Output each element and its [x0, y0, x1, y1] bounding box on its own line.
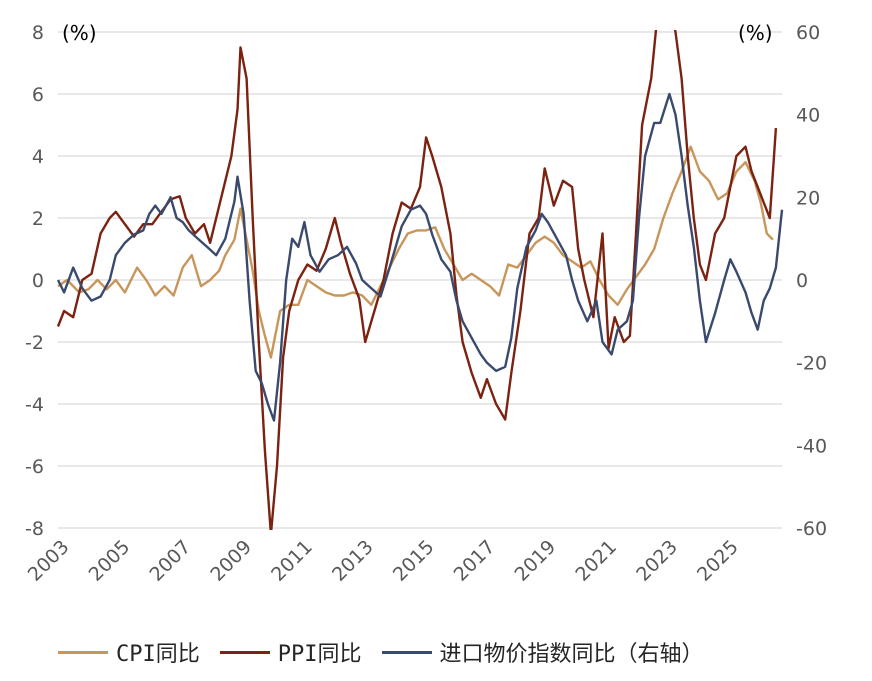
left-tick-label: 0 [32, 270, 44, 292]
series-line-cpi [57, 145, 774, 359]
left-tick-label: 8 [32, 22, 44, 44]
right-tick-label: 60 [796, 22, 820, 44]
left-tick-label: -4 [25, 394, 44, 416]
x-tick-label: 2017 [450, 536, 500, 586]
legend-swatch-ppi [219, 650, 270, 654]
right-axis-unit: (%) [738, 21, 773, 45]
legend-swatch-import-price [381, 650, 432, 654]
left-tick-label: 2 [32, 208, 44, 230]
x-tick-label: 2003 [24, 536, 74, 586]
left-tick-label: 6 [32, 84, 44, 106]
right-tick-label: -40 [796, 435, 827, 457]
legend: CPI同比 PPI同比 进口物价指数同比（右轴） [58, 634, 858, 670]
x-tick-label: 2023 [632, 536, 682, 586]
x-tick-label: 2019 [511, 536, 561, 586]
legend-label-cpi: CPI同比 [116, 642, 200, 667]
x-tick-label: 2013 [328, 536, 378, 586]
x-tick-label: 2025 [693, 536, 743, 586]
left-tick-label: -2 [25, 332, 44, 354]
legend-item-import-price: 进口物价指数同比（右轴） [381, 636, 704, 668]
legend-label-import-price: 进口物价指数同比（右轴） [439, 642, 704, 667]
right-tick-label: -20 [796, 353, 827, 375]
left-axis-unit: (%) [62, 21, 97, 45]
x-tick-label: 2007 [145, 536, 195, 586]
series-line-ppi [56, 30, 778, 530]
legend-label-ppi: PPI同比 [277, 642, 362, 667]
right-tick-label: 40 [796, 105, 820, 127]
series-line-import-price [56, 92, 784, 422]
series-lines [56, 30, 784, 530]
right-tick-label: 20 [796, 187, 820, 209]
x-tick-label: 2015 [389, 536, 439, 586]
left-tick-label: -6 [25, 456, 44, 478]
x-tick-label: 2005 [85, 536, 135, 586]
x-tick-label: 2021 [571, 536, 621, 586]
legend-item-ppi: PPI同比 [219, 636, 362, 668]
left-tick-label: -8 [25, 518, 44, 540]
right-tick-label: -60 [796, 518, 827, 540]
left-tick-label: 4 [32, 146, 44, 168]
right-tick-label: 0 [796, 270, 808, 292]
x-tick-label: 2011 [267, 536, 317, 586]
legend-item-cpi: CPI同比 [58, 636, 200, 668]
x-tick-label: 2009 [206, 536, 256, 586]
legend-swatch-cpi [58, 650, 108, 654]
